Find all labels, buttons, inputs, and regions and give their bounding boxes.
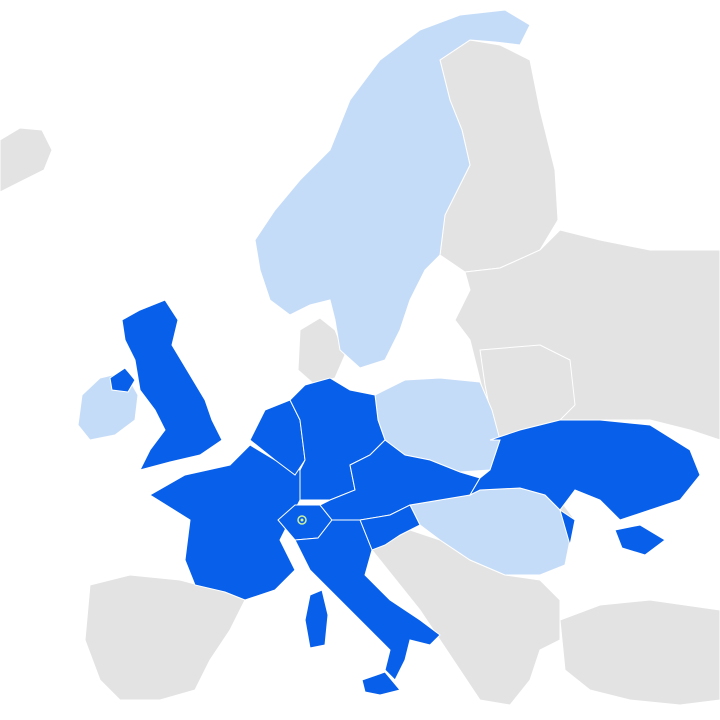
iceland (0, 127, 53, 193)
united-kingdom (121, 299, 223, 471)
northern-ireland (109, 367, 136, 393)
slovenia-croatia (359, 504, 421, 551)
location-marker (297, 515, 307, 525)
ukraine (468, 419, 701, 546)
iberia (84, 574, 246, 701)
norway-sweden (254, 9, 531, 369)
italy (294, 519, 441, 681)
france (149, 444, 301, 601)
austria-czech-slovakia (319, 439, 481, 521)
denmark (297, 317, 346, 386)
sardinia-corsica (304, 589, 329, 649)
turkey (559, 599, 720, 706)
location-marker-dot (300, 518, 304, 522)
crimea (614, 524, 666, 556)
sicily (361, 671, 401, 696)
